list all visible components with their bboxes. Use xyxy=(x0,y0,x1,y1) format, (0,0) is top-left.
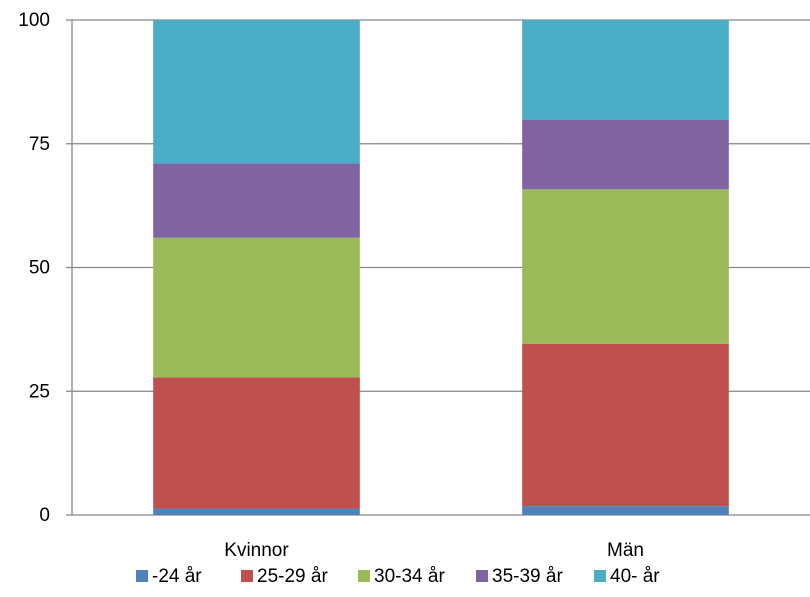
legend-label-1: 25-29 år xyxy=(257,566,328,587)
bar-kvinnor-0 xyxy=(153,508,360,515)
legend: -24 år 25-29 år 30-34 år 35-39 år 40- år xyxy=(136,566,660,587)
y-tick-label-75: 75 xyxy=(29,134,50,155)
legend-swatch-3 xyxy=(476,570,488,582)
legend-swatch-2 xyxy=(358,570,370,582)
legend-swatch-4 xyxy=(594,570,606,582)
x-category-label-1: Män xyxy=(607,540,644,561)
y-tick-label-100: 100 xyxy=(18,10,50,31)
y-tick-label-25: 25 xyxy=(29,381,50,402)
x-axis-labels: Kvinnor Män xyxy=(224,540,644,561)
legend-label-3: 35-39 år xyxy=(492,566,563,587)
y-axis: 0 25 50 75 100 xyxy=(18,10,73,526)
bar-män-2 xyxy=(522,189,729,344)
bar-kvinnor-1 xyxy=(153,377,360,509)
bar-män-1 xyxy=(522,343,729,507)
bars xyxy=(153,20,729,515)
bar-män-3 xyxy=(522,119,729,190)
legend-label-2: 30-34 år xyxy=(374,566,445,587)
bar-kvinnor-4 xyxy=(153,20,360,164)
legend-label-0: -24 år xyxy=(152,566,202,587)
bar-män-4 xyxy=(522,20,729,120)
legend-swatch-0 xyxy=(136,570,148,582)
y-tick-label-50: 50 xyxy=(29,258,50,279)
bar-kvinnor-2 xyxy=(153,237,360,378)
x-category-label-0: Kvinnor xyxy=(224,540,289,561)
legend-swatch-1 xyxy=(241,570,253,582)
legend-label-4: 40- år xyxy=(610,566,660,587)
bar-män-0 xyxy=(522,506,729,515)
bar-kvinnor-3 xyxy=(153,163,360,238)
y-tick-label-0: 0 xyxy=(39,505,50,526)
